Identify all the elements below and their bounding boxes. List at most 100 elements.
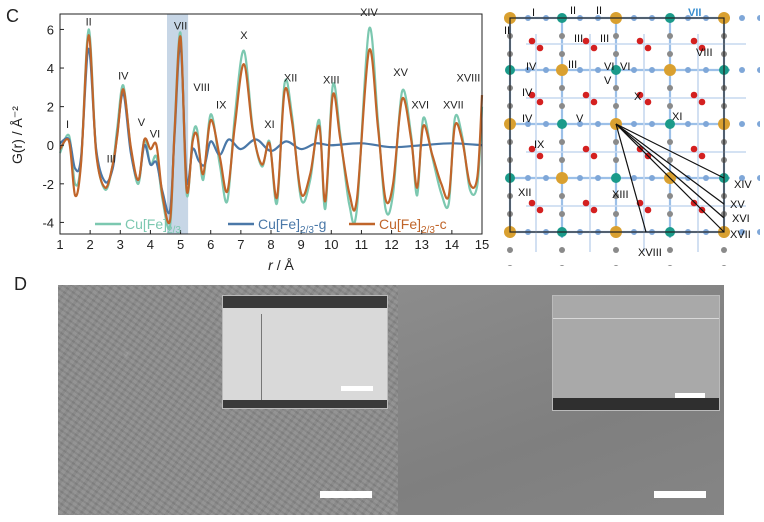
c-atom (559, 247, 565, 253)
shell-label: V (604, 75, 612, 87)
o-atom (644, 44, 652, 52)
shell-label: XVI (732, 213, 750, 225)
o-atom (590, 44, 598, 52)
n-atom (543, 121, 549, 127)
fe-atom (556, 172, 568, 184)
peak-label: X (240, 30, 248, 42)
series-group (58, 26, 484, 231)
shell-label: III (574, 33, 583, 45)
x-tick-label: 12 (384, 237, 398, 252)
y-tick-label: 4 (47, 61, 54, 76)
c-atom (559, 51, 565, 57)
peak-label: VII (174, 20, 187, 32)
o-atom (590, 98, 598, 106)
cu-atom (557, 119, 567, 129)
shell-label: V (576, 113, 584, 125)
shell-label: XVII (730, 229, 751, 241)
n-atom (577, 121, 583, 127)
c-atom (559, 33, 565, 39)
c-atom (667, 139, 673, 145)
shell-label: VI (620, 61, 630, 73)
inset-border-top (223, 296, 387, 308)
sem-image-left (58, 285, 398, 515)
n-atom (703, 67, 709, 73)
peak-label: XIV (360, 7, 378, 19)
o-atom (528, 145, 536, 153)
x-tick-label: 1 (56, 237, 63, 252)
shell-label: IV (526, 61, 537, 73)
o-atom (698, 152, 706, 160)
shell-label: XVIII (638, 247, 662, 259)
shell-label: X (634, 91, 642, 103)
shell-label: IX (534, 139, 545, 151)
shell-label: XIII (612, 189, 629, 201)
o-atom (690, 199, 698, 207)
o-atom (690, 91, 698, 99)
c-atom (559, 157, 565, 163)
peak-label: III (107, 154, 116, 166)
c-atom (559, 193, 565, 199)
n-atom (739, 121, 745, 127)
unit-cell-frame (509, 17, 725, 233)
x-tick-label: 2 (87, 237, 94, 252)
peak-label: IX (216, 100, 227, 112)
shell-label: VIII (696, 47, 713, 59)
distance-line (615, 123, 725, 219)
cu-atom (611, 173, 621, 183)
c-atom (559, 103, 565, 109)
n-atom (739, 229, 745, 235)
x-tick-label: 13 (414, 237, 428, 252)
n-atom (649, 121, 655, 127)
n-atom (577, 67, 583, 73)
shell-label: IV (522, 87, 533, 99)
o-atom (690, 145, 698, 153)
n-atom (757, 121, 760, 127)
o-atom (536, 98, 544, 106)
peak-label: XV (393, 67, 408, 79)
n-atom (703, 175, 709, 181)
o-atom (644, 98, 652, 106)
c-atom (613, 157, 619, 163)
panel-c-label: C (6, 6, 19, 26)
shell-label: II (596, 5, 602, 17)
x-tick-label: 8 (267, 237, 274, 252)
o-atom (536, 152, 544, 160)
o-atom (590, 206, 598, 214)
n-atom (631, 121, 637, 127)
c-atom (721, 265, 727, 266)
n-atom (703, 121, 709, 127)
x-tick-label: 11 (355, 237, 369, 252)
o-atom (528, 199, 536, 207)
o-atom (698, 44, 706, 52)
o-atom (590, 152, 598, 160)
c-atom (667, 85, 673, 91)
n-atom (649, 175, 655, 181)
sem-inset-right (552, 295, 720, 411)
peak-label: XI (264, 119, 274, 131)
o-atom (528, 91, 536, 99)
inset-scale-bar (675, 393, 705, 398)
peak-label: XVIII (457, 73, 481, 85)
y-tick-label: 6 (47, 22, 54, 37)
c-atom (667, 193, 673, 199)
distance-line (615, 123, 725, 205)
fe-atom (556, 64, 568, 76)
crack-line (261, 314, 262, 400)
c-atom (613, 265, 619, 266)
inset-layer-line (553, 318, 719, 319)
shell-label: XV (730, 199, 745, 211)
peak-label: IV (118, 71, 129, 83)
x-axis-label-unit: / Å (273, 257, 295, 273)
n-atom (595, 175, 601, 181)
c-atom (667, 265, 673, 266)
o-atom (582, 37, 590, 45)
c-atom (613, 247, 619, 253)
c-atom (667, 211, 673, 217)
x-tick-label: 7 (237, 237, 244, 252)
peak-label: I (66, 119, 69, 131)
peak-label: XVII (443, 100, 464, 112)
n-atom (595, 67, 601, 73)
n-atom (595, 121, 601, 127)
